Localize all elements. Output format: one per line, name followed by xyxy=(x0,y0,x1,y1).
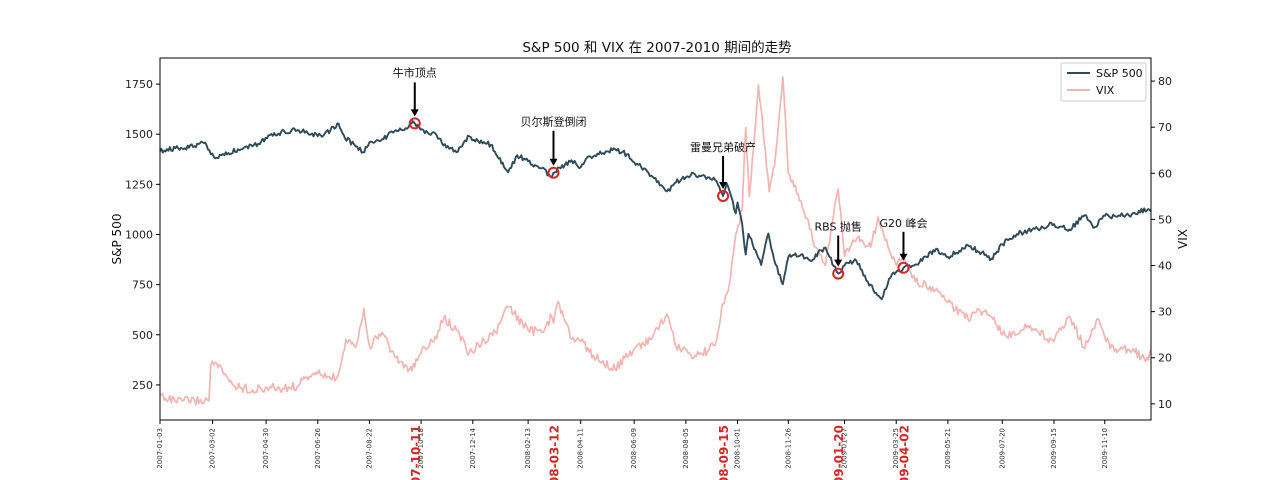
x-axis-tick-label: 2009-07-20 xyxy=(998,428,1006,469)
vix-series-layer xyxy=(159,76,1152,406)
right-axis-tick-label: 20 xyxy=(1158,352,1172,365)
left-axis-title: S&P 500 xyxy=(110,214,124,265)
x-axis-tick-label: 2007-12-14 xyxy=(469,427,477,468)
x-axis-tick-label: 2009-11-10 xyxy=(1101,428,1109,469)
x-axis-tick-label: 2007-04-30 xyxy=(262,428,270,469)
right-axis-tick-label: 30 xyxy=(1158,306,1172,319)
left-axis-tick-label: 1000 xyxy=(125,228,153,241)
x-axis-tick-label: 2008-11-26 xyxy=(784,427,792,468)
chart-title: S&P 500 和 VIX 在 2007-2010 期间的走势 xyxy=(522,40,791,56)
left-axis-tick-label: 500 xyxy=(132,329,153,342)
right-axis-title: VIX xyxy=(1176,229,1190,249)
event-date-label: 08-09-15 xyxy=(717,425,731,480)
event-arrow-head xyxy=(719,181,728,189)
right-axis-tick-label: 50 xyxy=(1158,213,1172,226)
event-annotation-label: 雷曼兄弟破产 xyxy=(690,140,756,154)
x-axis-tick-label: 2009-03-25 xyxy=(892,428,900,469)
left-axis-tick-label: 250 xyxy=(132,379,153,392)
event-date-label: 09-01-20 xyxy=(832,425,846,480)
plot-area-frame xyxy=(159,57,1152,421)
x-axis-tick-label: 2008-02-13 xyxy=(524,428,532,469)
event-marker xyxy=(408,117,421,130)
event-annotation-label: 贝尔斯登倒闭 xyxy=(520,115,586,129)
x-axis-tick-label: 2007-03-02 xyxy=(209,428,217,469)
x-axis-tick-label: 2009-09-15 xyxy=(1050,428,1058,469)
left-y-axis: 250 500 750 1000 1250 1500 1750 xyxy=(125,78,160,392)
sp500-series-layer xyxy=(159,120,1152,301)
sp500-series-line xyxy=(159,120,1152,301)
left-axis-tick-label: 1250 xyxy=(125,178,153,191)
event-annotation-label: 牛市顶点 xyxy=(393,65,437,79)
event-marker xyxy=(547,166,560,179)
x-axis-tick-label: 2008-06-09 xyxy=(630,428,638,469)
event-date-label: 07-10-11 xyxy=(409,425,423,480)
right-axis-tick-label: 40 xyxy=(1158,260,1172,273)
left-axis-tick-label: 1500 xyxy=(125,128,153,141)
left-axis-tick-label: 750 xyxy=(132,279,153,292)
vix-series-line xyxy=(159,76,1152,406)
legend: S&P 500 VIX xyxy=(1060,62,1147,102)
event-arrow-head xyxy=(834,259,843,267)
event-annotation-label: RBS 抛售 xyxy=(814,220,861,234)
x-axis-tick-label: 2008-04-11 xyxy=(577,428,585,469)
right-y-axis: 10 20 30 40 50 60 70 80 xyxy=(1151,75,1172,411)
right-axis-tick-label: 70 xyxy=(1158,121,1172,134)
x-axis-tick-label: 2007-06-26 xyxy=(314,427,322,468)
x-axis: 2007-01-03 2007-03-02 2007-04-30 2007-06-26… xyxy=(156,420,1109,469)
right-axis-tick-label: 10 xyxy=(1158,398,1172,411)
event-marker xyxy=(717,189,730,202)
event-date-label: 09-04-02 xyxy=(897,425,911,480)
right-axis-tick-label: 60 xyxy=(1158,167,1172,180)
x-axis-tick-label: 2008-10-01 xyxy=(734,428,742,469)
event-annotation-label: G20 峰会 xyxy=(879,217,927,230)
event-date-label: 08-03-12 xyxy=(547,425,561,480)
x-axis-tick-label: 2007-01-03 xyxy=(156,428,164,469)
event-marker xyxy=(832,267,845,280)
event-arrow-head xyxy=(410,109,419,117)
event-arrow-head xyxy=(549,158,558,166)
right-axis-tick-label: 80 xyxy=(1158,75,1172,88)
legend-label-vix: VIX xyxy=(1096,84,1115,97)
x-axis-tick-label: 2009-01-27 xyxy=(841,428,849,469)
event-annotations: 牛市顶点 07-10-11 贝尔斯登倒闭 08-03-12 雷曼兄弟破产 08-09-15… xyxy=(393,65,928,480)
legend-label-sp500: S&P 500 xyxy=(1096,67,1143,80)
left-axis-tick-label: 1750 xyxy=(125,78,153,91)
x-axis-tick-label: 2007-10-18 xyxy=(417,428,425,469)
x-axis-tick-label: 2007-08-22 xyxy=(365,428,373,469)
x-axis-tick-label: 2009-05-21 xyxy=(944,428,952,469)
event-marker xyxy=(897,261,910,274)
event-arrow-head xyxy=(899,253,908,261)
x-axis-tick-label: 2008-08-05 xyxy=(682,428,690,469)
